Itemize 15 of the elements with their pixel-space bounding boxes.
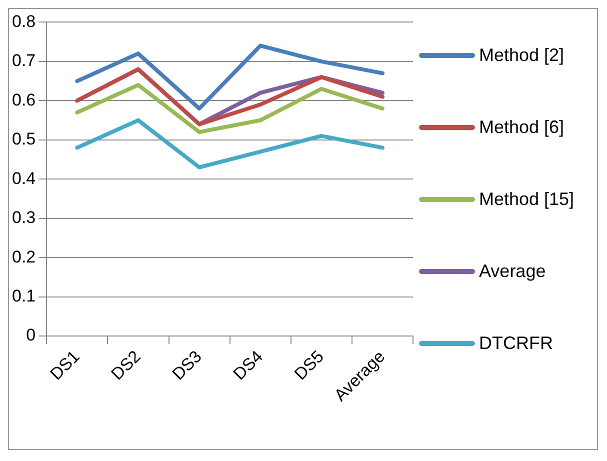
y-tick-label: 0	[26, 326, 36, 345]
legend-label: Method [2]	[479, 44, 564, 67]
legend-label: DTCRFR	[479, 332, 553, 355]
y-tick-label: 0.6	[12, 90, 36, 110]
y-tick-label: 0.2	[12, 247, 36, 266]
legend-label: Method [15]	[479, 188, 574, 211]
y-tick-label: 0.7	[12, 51, 36, 70]
x-tick-label: DS1	[46, 346, 84, 384]
y-tick-label: 0.4	[12, 168, 36, 188]
legend-label: Method [6]	[479, 116, 564, 139]
y-tick-label: 0.3	[12, 208, 36, 228]
legend-label: Average	[479, 260, 546, 283]
y-tick-label: 0.8	[12, 12, 36, 31]
y-tick-label: 0.1	[12, 286, 36, 306]
y-tick-label: 0.5	[12, 130, 36, 149]
